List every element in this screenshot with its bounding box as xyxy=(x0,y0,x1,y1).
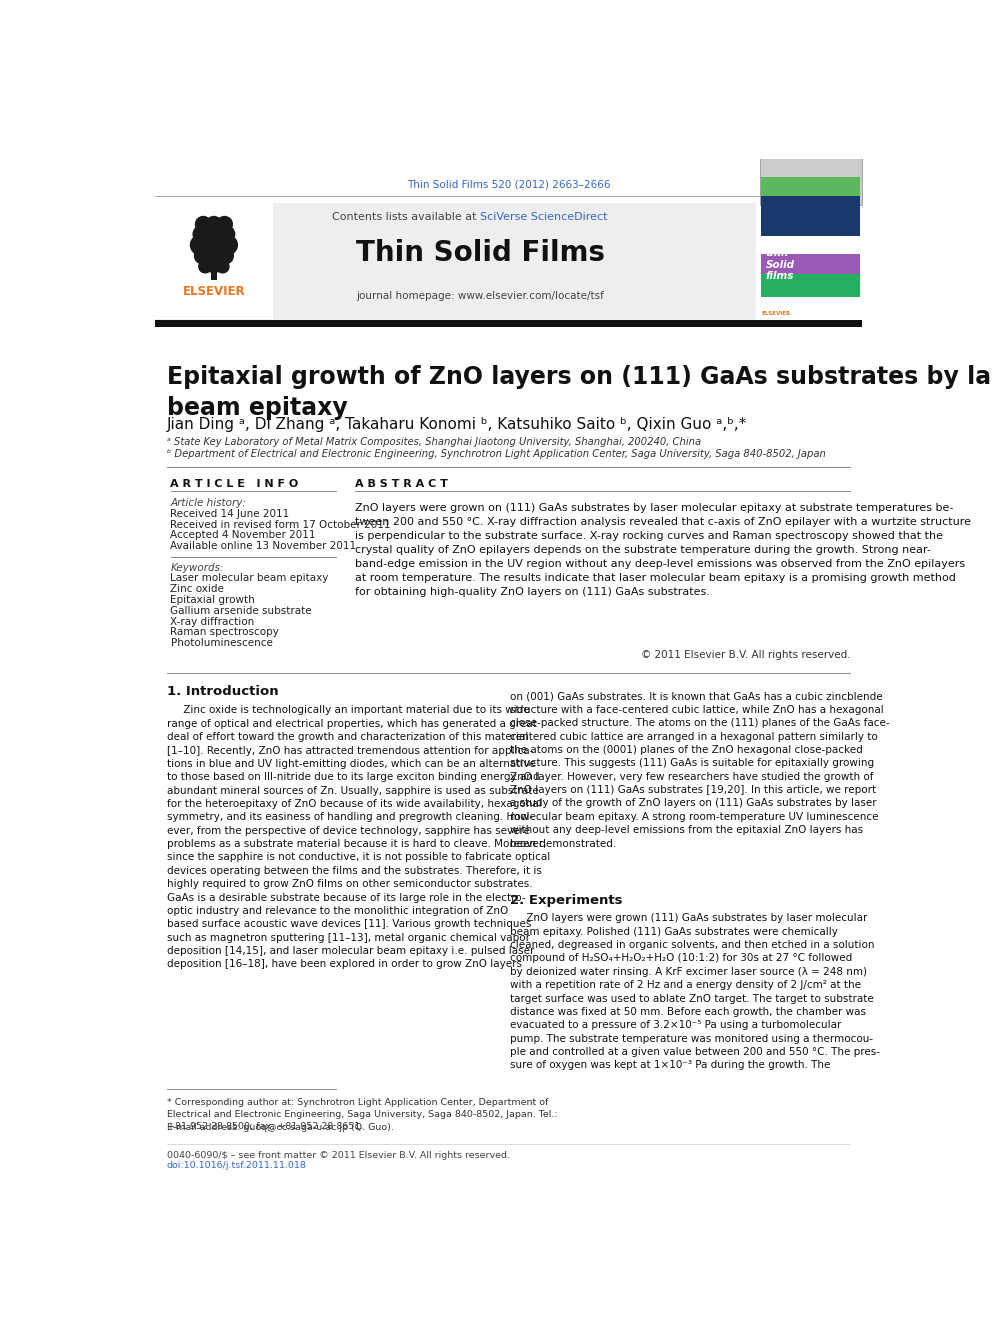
FancyBboxPatch shape xyxy=(210,270,217,280)
Text: Thin Solid Films 520 (2012) 2663–2666: Thin Solid Films 520 (2012) 2663–2666 xyxy=(407,179,610,189)
FancyBboxPatch shape xyxy=(761,177,860,206)
Text: Jian Ding ᵃ, Di Zhang ᵃ, Takaharu Konomi ᵇ, Katsuhiko Saito ᵇ, Qixin Guo ᵃ,ᵇ,*: Jian Ding ᵃ, Di Zhang ᵃ, Takaharu Konomi… xyxy=(167,417,747,431)
Text: Epitaxial growth: Epitaxial growth xyxy=(171,595,255,605)
Circle shape xyxy=(198,261,211,273)
Text: ZnO layers were grown on (111) GaAs substrates by laser molecular epitaxy at sub: ZnO layers were grown on (111) GaAs subs… xyxy=(355,503,971,597)
Circle shape xyxy=(216,261,229,273)
Text: X-ray diffraction: X-ray diffraction xyxy=(171,617,255,627)
Circle shape xyxy=(217,235,237,255)
Text: Keywords:: Keywords: xyxy=(171,562,224,573)
Text: ᵇ Department of Electrical and Electronic Engineering, Synchrotron Light Applica: ᵇ Department of Electrical and Electroni… xyxy=(167,448,825,459)
Circle shape xyxy=(217,247,233,263)
Text: on (001) GaAs substrates. It is known that GaAs has a cubic zincblende
structure: on (001) GaAs substrates. It is known th… xyxy=(510,692,890,848)
Text: Received in revised form 17 October 2011: Received in revised form 17 October 2011 xyxy=(171,520,391,529)
Text: Received 14 June 2011: Received 14 June 2011 xyxy=(171,509,290,519)
FancyBboxPatch shape xyxy=(761,254,860,275)
Text: ZnO layers were grown (111) GaAs substrates by laser molecular
beam epitaxy. Pol: ZnO layers were grown (111) GaAs substra… xyxy=(510,913,880,1070)
Text: Zinc oxide is technologically an important material due to its wide
range of opt: Zinc oxide is technologically an importa… xyxy=(167,705,550,970)
FancyBboxPatch shape xyxy=(155,320,862,327)
Text: © 2011 Elsevier B.V. All rights reserved.: © 2011 Elsevier B.V. All rights reserved… xyxy=(641,651,850,660)
Circle shape xyxy=(205,235,223,254)
Text: Accepted 4 November 2011: Accepted 4 November 2011 xyxy=(171,531,316,540)
Text: 2. Experiments: 2. Experiments xyxy=(510,894,622,906)
Circle shape xyxy=(207,261,220,273)
Text: Contents lists available at: Contents lists available at xyxy=(332,212,480,221)
Text: Thin Solid Films: Thin Solid Films xyxy=(356,238,605,267)
Text: Article history:: Article history: xyxy=(171,497,246,508)
Circle shape xyxy=(193,225,210,243)
FancyBboxPatch shape xyxy=(761,274,860,298)
Text: Photoluminescence: Photoluminescence xyxy=(171,638,273,648)
Text: ELSEVIER: ELSEVIER xyxy=(761,311,791,316)
Text: thin
Solid
films: thin Solid films xyxy=(766,249,795,282)
Text: doi:10.1016/j.tsf.2011.11.018: doi:10.1016/j.tsf.2011.11.018 xyxy=(167,1162,307,1171)
Text: 0040-6090/$ – see front matter © 2011 Elsevier B.V. All rights reserved.: 0040-6090/$ – see front matter © 2011 El… xyxy=(167,1151,510,1160)
Text: A R T I C L E   I N F O: A R T I C L E I N F O xyxy=(171,479,299,488)
Text: * Corresponding author at: Synchrotron Light Application Center, Department of
E: * Corresponding author at: Synchrotron L… xyxy=(167,1098,558,1131)
Text: SciVerse ScienceDirect: SciVerse ScienceDirect xyxy=(480,212,608,221)
Circle shape xyxy=(204,235,224,255)
FancyBboxPatch shape xyxy=(761,196,860,235)
FancyBboxPatch shape xyxy=(155,204,756,320)
Circle shape xyxy=(195,217,211,232)
Text: Laser molecular beam epitaxy: Laser molecular beam epitaxy xyxy=(171,573,329,583)
Text: Available online 13 November 2011: Available online 13 November 2011 xyxy=(171,541,357,552)
Circle shape xyxy=(217,217,232,232)
FancyBboxPatch shape xyxy=(760,87,862,205)
Circle shape xyxy=(190,235,210,255)
Text: journal homepage: www.elsevier.com/locate/tsf: journal homepage: www.elsevier.com/locat… xyxy=(356,291,604,300)
Circle shape xyxy=(206,217,221,232)
Circle shape xyxy=(206,226,222,242)
Circle shape xyxy=(208,261,219,273)
Circle shape xyxy=(206,249,221,263)
Circle shape xyxy=(194,247,211,263)
Text: Zinc oxide: Zinc oxide xyxy=(171,585,224,594)
Text: Epitaxial growth of ZnO layers on (111) GaAs substrates by laser molecular
beam : Epitaxial growth of ZnO layers on (111) … xyxy=(167,365,992,419)
Circle shape xyxy=(205,247,222,263)
Text: Gallium arsenide substrate: Gallium arsenide substrate xyxy=(171,606,312,615)
FancyBboxPatch shape xyxy=(155,204,273,319)
Text: ᵃ State Key Laboratory of Metal Matrix Composites, Shanghai Jiaotong University,: ᵃ State Key Laboratory of Metal Matrix C… xyxy=(167,437,700,447)
Text: 1. Introduction: 1. Introduction xyxy=(167,685,278,699)
Circle shape xyxy=(206,217,221,232)
Circle shape xyxy=(205,225,222,243)
Text: E-mail address: guoq@cc.saga-u.ac.jp (Q. Guo).: E-mail address: guoq@cc.saga-u.ac.jp (Q.… xyxy=(167,1123,394,1132)
Text: A B S T R A C T: A B S T R A C T xyxy=(355,479,447,488)
Text: ELSEVIER: ELSEVIER xyxy=(183,284,245,298)
Text: Raman spectroscopy: Raman spectroscopy xyxy=(171,627,280,638)
Circle shape xyxy=(217,225,235,243)
